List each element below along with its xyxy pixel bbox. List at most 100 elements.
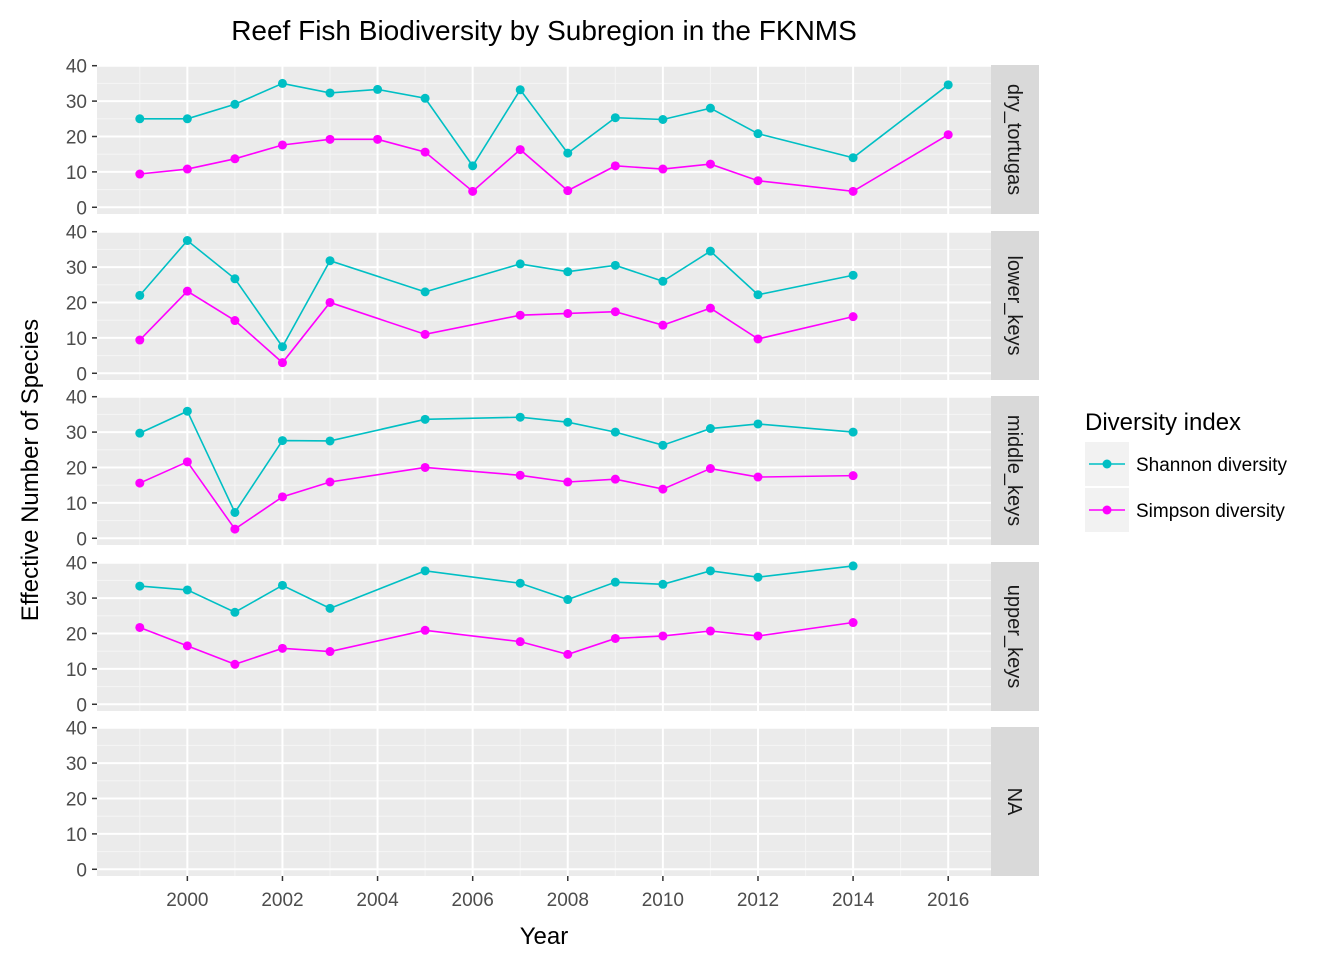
- data-point: [848, 471, 858, 481]
- data-point: [135, 581, 145, 591]
- y-tick-label: 40: [66, 57, 87, 78]
- data-point: [420, 414, 430, 424]
- data-point: [515, 310, 525, 320]
- data-point: [182, 641, 192, 651]
- data-point: [658, 631, 668, 641]
- panel-dry_tortugas: 0 10 20 30 40 dry_tortugas: [66, 57, 1039, 219]
- y-tick-label: 40: [66, 554, 87, 575]
- y-tick-label: 30: [66, 423, 87, 444]
- data-point: [515, 145, 525, 155]
- panel-middle_keys: 0 10 20 30 40 middle_keys: [66, 388, 1039, 550]
- data-point: [182, 457, 192, 467]
- data-point: [135, 169, 145, 179]
- y-tick-label: 30: [66, 258, 87, 279]
- data-point: [182, 164, 192, 174]
- y-tick-label: 0: [76, 364, 87, 385]
- data-point: [848, 270, 858, 280]
- y-tick-label: 40: [66, 223, 87, 244]
- data-point: [515, 637, 525, 647]
- data-point: [515, 470, 525, 480]
- facet-strip-label: NA: [1003, 788, 1025, 816]
- series-line: [139, 134, 949, 193]
- data-point: [563, 649, 573, 659]
- y-tick-label: 10: [66, 494, 87, 515]
- data-point: [610, 427, 620, 437]
- y-tick-label: 0: [76, 198, 87, 219]
- legend-label: Simpson diversity: [1136, 501, 1285, 522]
- data-point: [515, 412, 525, 422]
- panel-background: [97, 231, 991, 380]
- data-point: [658, 484, 668, 494]
- panel-background: [97, 562, 991, 711]
- y-tick-label: 40: [66, 388, 87, 409]
- data-point: [182, 236, 192, 246]
- data-point: [230, 154, 240, 164]
- panel-upper_keys: 0 10 20 30 40 upper_keys: [66, 554, 1039, 716]
- data-point: [848, 618, 858, 628]
- y-tick-label: 0: [76, 695, 87, 716]
- data-point: [230, 507, 240, 517]
- data-point: [230, 274, 240, 284]
- data-point: [563, 186, 573, 196]
- x-tick-label: 2008: [547, 890, 589, 911]
- data-point: [848, 312, 858, 322]
- data-point: [420, 287, 430, 297]
- facet-strip: [991, 65, 1039, 214]
- data-point: [277, 358, 287, 368]
- data-point: [515, 85, 525, 95]
- data-point: [610, 577, 620, 587]
- data-point: [420, 147, 430, 157]
- data-point: [753, 176, 763, 186]
- data-point: [753, 631, 763, 641]
- y-tick-label: 10: [66, 825, 87, 846]
- data-point: [135, 478, 145, 488]
- data-point: [563, 477, 573, 487]
- panel-background: [97, 727, 991, 876]
- x-tick-label: 2010: [642, 890, 684, 911]
- data-point: [230, 524, 240, 534]
- data-point: [420, 329, 430, 339]
- y-tick-label: 0: [76, 860, 87, 881]
- data-point: [515, 578, 525, 588]
- legend-item: Shannon diversity: [1085, 442, 1288, 486]
- panel-NA: 0 10 20 30 40 NA: [66, 719, 1039, 881]
- data-point: [848, 153, 858, 163]
- x-tick-label: 2012: [737, 890, 779, 911]
- data-point: [277, 492, 287, 502]
- data-point: [182, 114, 192, 124]
- y-tick-label: 20: [66, 789, 87, 810]
- data-point: [325, 603, 335, 613]
- data-point: [563, 308, 573, 318]
- data-point: [753, 334, 763, 344]
- data-point: [135, 290, 145, 300]
- x-tick-label: 2004: [356, 890, 399, 911]
- data-point: [182, 585, 192, 595]
- x-tick-label: 2016: [927, 890, 969, 911]
- y-tick-label: 40: [66, 719, 87, 740]
- data-point: [610, 633, 620, 643]
- data-point: [658, 115, 668, 125]
- data-point: [373, 84, 383, 94]
- data-point: [325, 134, 335, 144]
- data-point: [705, 424, 715, 434]
- series-line: [139, 82, 949, 168]
- data-point: [753, 572, 763, 582]
- data-point: [325, 436, 335, 446]
- data-point: [325, 297, 335, 307]
- data-point: [182, 286, 192, 296]
- data-point: [563, 148, 573, 158]
- legend-label: Shannon diversity: [1136, 455, 1288, 476]
- data-point: [515, 259, 525, 269]
- data-point: [230, 316, 240, 326]
- x-tick-label: 2006: [452, 890, 494, 911]
- data-point: [705, 159, 715, 169]
- data-point: [705, 103, 715, 113]
- data-point: [705, 626, 715, 636]
- facet-strip: [991, 231, 1039, 380]
- facet-strip: [991, 562, 1039, 711]
- data-point: [705, 566, 715, 576]
- x-axis-title: Year: [520, 923, 569, 950]
- x-tick-label: 2014: [832, 890, 875, 911]
- data-point: [705, 303, 715, 313]
- data-point: [563, 417, 573, 427]
